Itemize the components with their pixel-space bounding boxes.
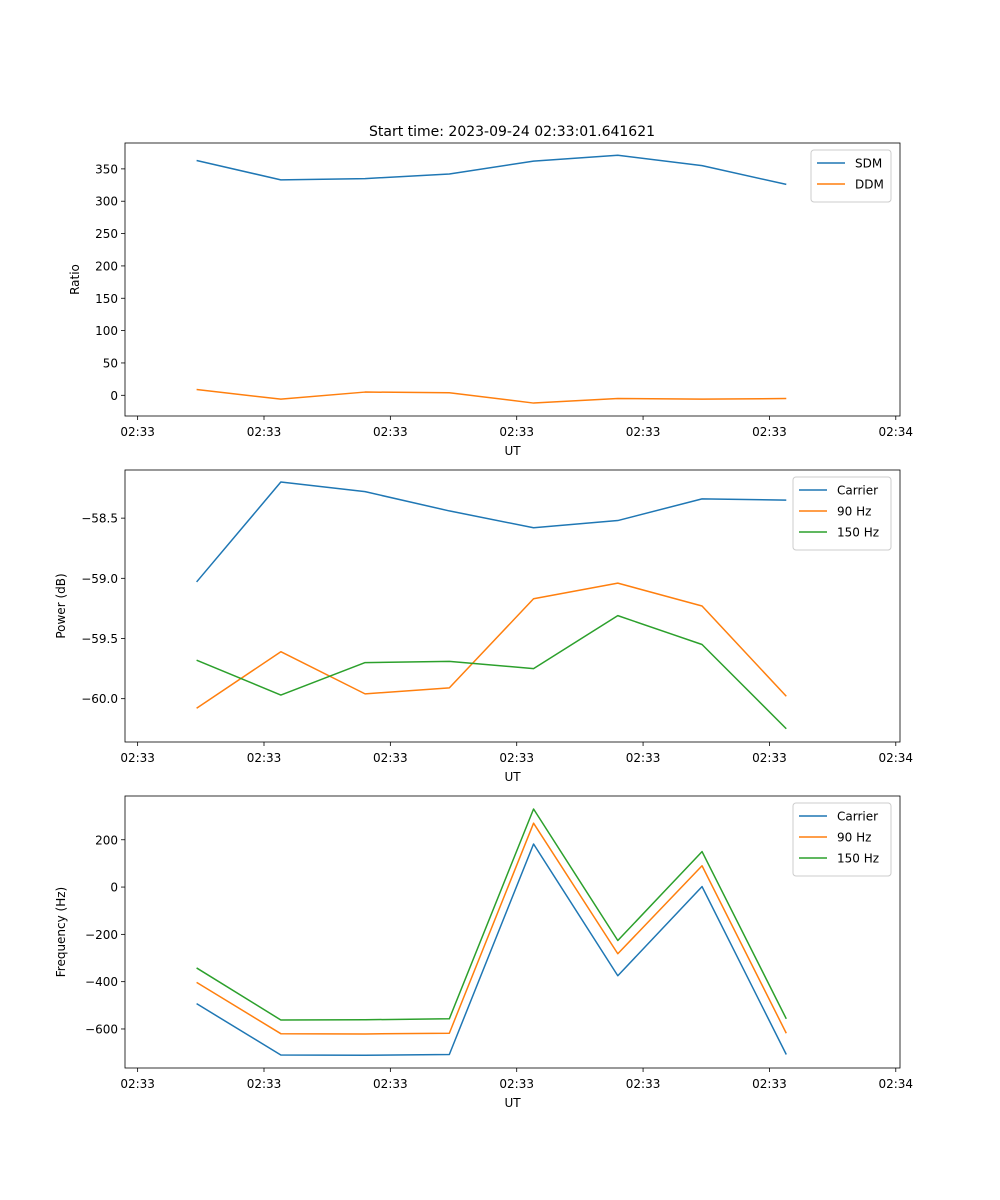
y-tick-label: −59.0 bbox=[81, 572, 118, 586]
y-tick-label: −60.0 bbox=[81, 692, 118, 706]
x-tick-label: 02:33 bbox=[499, 425, 534, 439]
legend: Carrier 90 Hz 150 Hz bbox=[792, 476, 892, 551]
y-tick-label: 250 bbox=[95, 227, 118, 241]
x-axis-label: UT bbox=[504, 770, 521, 784]
x-tick-label: 02:33 bbox=[247, 425, 282, 439]
y-tick-label: 50 bbox=[103, 356, 118, 370]
chart-panel-1: 02:33 02:33 02:33 02:33 02:33 02:33 02:34 0 50 10… bbox=[68, 142, 913, 458]
x-tick-label: 02:33 bbox=[752, 425, 787, 439]
plot-frame bbox=[124, 469, 901, 743]
series-line-carrier bbox=[196, 481, 787, 583]
x-tick-label: 02:33 bbox=[373, 751, 408, 765]
y-tick-label: 100 bbox=[95, 324, 118, 338]
series-line-carrier bbox=[196, 843, 787, 1056]
x-tick-label: 02:33 bbox=[499, 751, 534, 765]
y-axis-label: Ratio bbox=[68, 264, 82, 295]
series-line-ddm bbox=[196, 388, 787, 404]
x-tick-label: 02:33 bbox=[626, 425, 661, 439]
y-axis-label: Power (dB) bbox=[54, 573, 68, 638]
y-axis-label: Frequency (Hz) bbox=[54, 887, 68, 978]
legend-label: Carrier bbox=[837, 484, 878, 498]
x-tick-label: 02:34 bbox=[878, 425, 913, 439]
x-tick-label: 02:33 bbox=[120, 751, 155, 765]
y-tick-label: 0 bbox=[110, 881, 118, 895]
y-tick-label: −200 bbox=[85, 928, 118, 942]
series-line-90-hz bbox=[196, 582, 787, 709]
y-tick-label: −58.5 bbox=[81, 512, 118, 526]
series-line-150-hz bbox=[196, 614, 787, 730]
legend-label: 150 Hz bbox=[837, 526, 879, 540]
x-axis-label: UT bbox=[504, 444, 521, 458]
x-tick-label: 02:33 bbox=[626, 751, 661, 765]
x-tick-label: 02:33 bbox=[373, 425, 408, 439]
legend-label: DDM bbox=[855, 178, 884, 192]
legend-label: 90 Hz bbox=[837, 505, 871, 519]
y-tick-label: −600 bbox=[85, 1022, 118, 1036]
series-line-150-hz bbox=[196, 808, 787, 1021]
legend-label: 150 Hz bbox=[837, 852, 879, 866]
x-tick-label: 02:33 bbox=[752, 751, 787, 765]
x-tick-label: 02:33 bbox=[626, 1077, 661, 1091]
chart-panel-3: 02:33 02:33 02:33 02:33 02:33 02:33 02:34 −600 −… bbox=[54, 795, 913, 1110]
y-tick-label: 150 bbox=[95, 292, 118, 306]
x-tick-label: 02:33 bbox=[120, 425, 155, 439]
chart-panel-2: 02:33 02:33 02:33 02:33 02:33 02:33 02:34 −60.0… bbox=[54, 469, 913, 784]
y-tick-label: 200 bbox=[95, 833, 118, 847]
x-tick-label: 02:33 bbox=[247, 1077, 282, 1091]
x-tick-label: 02:33 bbox=[373, 1077, 408, 1091]
x-tick-label: 02:34 bbox=[878, 751, 913, 765]
series-line-90-hz bbox=[196, 822, 787, 1035]
legend: SDM DDM bbox=[810, 149, 892, 203]
legend-label: SDM bbox=[855, 157, 882, 171]
x-tick-label: 02:34 bbox=[878, 1077, 913, 1091]
series-line-sdm bbox=[196, 154, 787, 186]
y-tick-label: −400 bbox=[85, 975, 118, 989]
legend: Carrier 90 Hz 150 Hz bbox=[792, 802, 892, 877]
legend-label: Carrier bbox=[837, 810, 878, 824]
y-tick-label: 350 bbox=[95, 162, 118, 176]
legend-label: 90 Hz bbox=[837, 831, 871, 845]
x-tick-label: 02:33 bbox=[499, 1077, 534, 1091]
y-tick-label: 0 bbox=[110, 389, 118, 403]
y-tick-label: 300 bbox=[95, 195, 118, 209]
y-tick-label: 200 bbox=[95, 259, 118, 273]
x-tick-label: 02:33 bbox=[247, 751, 282, 765]
y-tick-label: −59.5 bbox=[81, 632, 118, 646]
figure-title: Start time: 2023-09-24 02:33:01.641621 bbox=[369, 124, 655, 140]
x-tick-label: 02:33 bbox=[752, 1077, 787, 1091]
x-tick-label: 02:33 bbox=[120, 1077, 155, 1091]
plot-frame bbox=[124, 142, 901, 417]
plot-frame bbox=[124, 795, 901, 1069]
x-axis-label: UT bbox=[504, 1096, 521, 1110]
